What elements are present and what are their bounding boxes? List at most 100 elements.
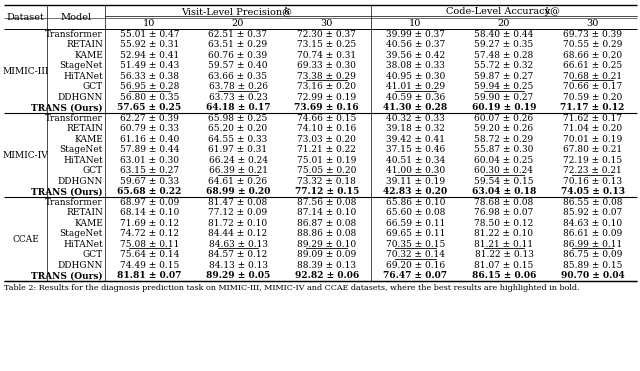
Text: 68.66 ± 0.20: 68.66 ± 0.20: [563, 51, 622, 60]
Text: 81.07 ± 0.15: 81.07 ± 0.15: [474, 261, 534, 270]
Text: 75.08 ± 0.11: 75.08 ± 0.11: [120, 240, 179, 249]
Text: 87.56 ± 0.08: 87.56 ± 0.08: [297, 198, 356, 207]
Text: 73.69 ± 0.16: 73.69 ± 0.16: [294, 103, 359, 112]
Text: RETAIN: RETAIN: [66, 208, 103, 217]
Text: 88.86 ± 0.08: 88.86 ± 0.08: [297, 229, 356, 238]
Text: KAME: KAME: [74, 135, 103, 144]
Text: 58.72 ± 0.29: 58.72 ± 0.29: [474, 135, 534, 144]
Text: RETAIN: RETAIN: [66, 40, 103, 49]
Text: 74.05 ± 0.13: 74.05 ± 0.13: [561, 187, 625, 196]
Text: 86.61 ± 0.09: 86.61 ± 0.09: [563, 229, 622, 238]
Text: 60.19 ± 0.19: 60.19 ± 0.19: [472, 103, 536, 112]
Text: 69.33 ± 0.30: 69.33 ± 0.30: [297, 61, 356, 70]
Text: 81.21 ± 0.11: 81.21 ± 0.11: [474, 240, 534, 249]
Text: 57.65 ± 0.25: 57.65 ± 0.25: [117, 103, 181, 112]
Text: 74.72 ± 0.12: 74.72 ± 0.12: [120, 229, 179, 238]
Text: 60.30 ± 0.24: 60.30 ± 0.24: [474, 166, 534, 175]
Text: 65.98 ± 0.25: 65.98 ± 0.25: [208, 114, 268, 123]
Text: 81.72 ± 0.10: 81.72 ± 0.10: [209, 219, 268, 228]
Text: 70.01 ± 0.19: 70.01 ± 0.19: [563, 135, 622, 144]
Text: 72.19 ± 0.15: 72.19 ± 0.15: [563, 156, 622, 165]
Text: 86.75 ± 0.09: 86.75 ± 0.09: [563, 250, 622, 259]
Text: 66.39 ± 0.21: 66.39 ± 0.21: [209, 166, 268, 175]
Text: 70.16 ± 0.13: 70.16 ± 0.13: [563, 177, 622, 186]
Text: 41.00 ± 0.30: 41.00 ± 0.30: [386, 166, 445, 175]
Text: 63.78 ± 0.26: 63.78 ± 0.26: [209, 82, 268, 91]
Text: 20: 20: [232, 19, 244, 28]
Text: 78.68 ± 0.08: 78.68 ± 0.08: [474, 198, 534, 207]
Text: 39.99 ± 0.37: 39.99 ± 0.37: [386, 30, 445, 39]
Text: StageNet: StageNet: [60, 61, 103, 70]
Text: HiTANet: HiTANet: [63, 156, 103, 165]
Text: 66.61 ± 0.25: 66.61 ± 0.25: [563, 61, 622, 70]
Text: StageNet: StageNet: [60, 229, 103, 238]
Text: 70.55 ± 0.29: 70.55 ± 0.29: [563, 40, 622, 49]
Text: 55.92 ± 0.31: 55.92 ± 0.31: [120, 40, 179, 49]
Text: 39.18 ± 0.32: 39.18 ± 0.32: [386, 124, 445, 133]
Text: Transformer: Transformer: [45, 30, 103, 39]
Text: 64.61 ± 0.26: 64.61 ± 0.26: [209, 177, 268, 186]
Text: 85.89 ± 0.15: 85.89 ± 0.15: [563, 261, 623, 270]
Text: 63.04 ± 0.18: 63.04 ± 0.18: [472, 187, 536, 196]
Text: Model: Model: [60, 13, 92, 22]
Text: 66.24 ± 0.24: 66.24 ± 0.24: [209, 156, 268, 165]
Text: 63.15 ± 0.27: 63.15 ± 0.27: [120, 166, 179, 175]
Text: 88.39 ± 0.13: 88.39 ± 0.13: [297, 261, 356, 270]
Text: 60.79 ± 0.33: 60.79 ± 0.33: [120, 124, 179, 133]
Text: 61.97 ± 0.31: 61.97 ± 0.31: [209, 145, 268, 154]
Text: 64.55 ± 0.33: 64.55 ± 0.33: [209, 135, 268, 144]
Text: 84.57 ± 0.12: 84.57 ± 0.12: [209, 250, 268, 259]
Text: 62.51 ± 0.37: 62.51 ± 0.37: [209, 30, 268, 39]
Text: 70.32 ± 0.14: 70.32 ± 0.14: [386, 250, 445, 259]
Text: TRANS (Ours): TRANS (Ours): [31, 271, 103, 280]
Text: 60.04 ± 0.25: 60.04 ± 0.25: [474, 156, 534, 165]
Text: 40.32 ± 0.33: 40.32 ± 0.33: [386, 114, 445, 123]
Text: 65.86 ± 0.10: 65.86 ± 0.10: [386, 198, 445, 207]
Text: Table 2: Results for the diagnosis prediction task on MIMIC-III, MIMIC-IV and CC: Table 2: Results for the diagnosis predi…: [4, 284, 579, 292]
Text: 92.82 ± 0.06: 92.82 ± 0.06: [294, 271, 359, 280]
Text: 77.12 ± 0.15: 77.12 ± 0.15: [294, 187, 359, 196]
Text: k: k: [283, 7, 289, 16]
Text: 74.10 ± 0.16: 74.10 ± 0.16: [297, 124, 356, 133]
Text: 30: 30: [321, 19, 333, 28]
Text: 66.59 ± 0.11: 66.59 ± 0.11: [386, 219, 445, 228]
Text: 71.04 ± 0.20: 71.04 ± 0.20: [563, 124, 622, 133]
Text: 39.11 ± 0.19: 39.11 ± 0.19: [386, 177, 445, 186]
Text: 59.90 ± 0.27: 59.90 ± 0.27: [474, 93, 534, 102]
Text: 87.14 ± 0.10: 87.14 ± 0.10: [297, 208, 356, 217]
Text: 60.76 ± 0.39: 60.76 ± 0.39: [209, 51, 268, 60]
Text: 68.99 ± 0.20: 68.99 ± 0.20: [206, 187, 270, 196]
Text: MIMIC-IV: MIMIC-IV: [3, 151, 49, 160]
Text: 40.59 ± 0.36: 40.59 ± 0.36: [386, 93, 445, 102]
Text: 58.40 ± 0.44: 58.40 ± 0.44: [474, 30, 534, 39]
Text: 64.18 ± 0.17: 64.18 ± 0.17: [205, 103, 270, 112]
Text: 70.59 ± 0.20: 70.59 ± 0.20: [563, 93, 622, 102]
Text: DDHGNN: DDHGNN: [58, 93, 103, 102]
Text: 69.65 ± 0.11: 69.65 ± 0.11: [386, 229, 445, 238]
Text: 86.99 ± 0.11: 86.99 ± 0.11: [563, 240, 622, 249]
Text: 73.38 ± 0.29: 73.38 ± 0.29: [297, 72, 356, 81]
Text: 71.62 ± 0.17: 71.62 ± 0.17: [563, 114, 622, 123]
Text: 69.20 ± 0.16: 69.20 ± 0.16: [386, 261, 445, 270]
Text: GCT: GCT: [83, 82, 103, 91]
Text: 56.80 ± 0.35: 56.80 ± 0.35: [120, 93, 179, 102]
Text: 72.99 ± 0.19: 72.99 ± 0.19: [297, 93, 356, 102]
Text: Code-Level Accuracy@: Code-Level Accuracy@: [446, 7, 560, 16]
Text: 71.21 ± 0.22: 71.21 ± 0.22: [297, 145, 356, 154]
Text: 65.60 ± 0.08: 65.60 ± 0.08: [386, 208, 445, 217]
Text: 89.29 ± 0.05: 89.29 ± 0.05: [206, 271, 270, 280]
Text: 74.66 ± 0.15: 74.66 ± 0.15: [297, 114, 356, 123]
Text: 84.13 ± 0.13: 84.13 ± 0.13: [209, 261, 268, 270]
Text: TRANS (Ours): TRANS (Ours): [31, 187, 103, 196]
Text: 10: 10: [409, 19, 422, 28]
Text: KAME: KAME: [74, 219, 103, 228]
Text: MIMIC-III: MIMIC-III: [3, 66, 49, 76]
Text: 56.95 ± 0.28: 56.95 ± 0.28: [120, 82, 179, 91]
Text: 89.29 ± 0.10: 89.29 ± 0.10: [297, 240, 356, 249]
Text: 61.16 ± 0.40: 61.16 ± 0.40: [120, 135, 179, 144]
Text: 55.87 ± 0.30: 55.87 ± 0.30: [474, 145, 534, 154]
Text: 84.63 ± 0.10: 84.63 ± 0.10: [563, 219, 622, 228]
Text: CCAE: CCAE: [12, 234, 39, 243]
Text: 55.01 ± 0.47: 55.01 ± 0.47: [120, 30, 179, 39]
Text: 59.27 ± 0.35: 59.27 ± 0.35: [474, 40, 534, 49]
